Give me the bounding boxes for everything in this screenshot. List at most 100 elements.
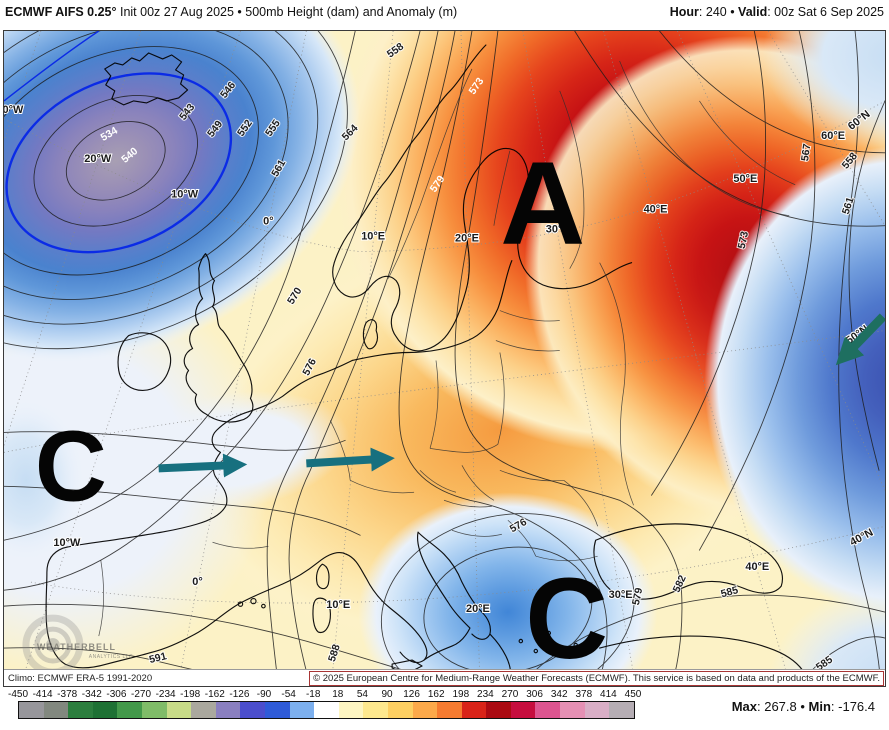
colorbar-tick: 198	[452, 689, 470, 700]
hour-label: Hour	[669, 5, 699, 19]
colorbar-tick: 90	[381, 689, 393, 700]
logo-text: WEATHERBELL	[37, 642, 116, 652]
colorbar-cell	[117, 702, 142, 718]
colorbar-tick: -414	[32, 689, 53, 700]
colorbar-tick: -378	[57, 689, 78, 700]
climo-note: Climo: ECMWF ERA-5 1991-2020	[8, 672, 153, 684]
colorbar-cell	[560, 702, 585, 718]
colorbar-tick: -90	[256, 689, 272, 700]
colorbar-cell	[584, 702, 610, 718]
colorbar-cell	[535, 702, 561, 718]
colorbar-area: -450 -414 -378 -342 -306 -270 -234 -198 -162 -126…	[0, 688, 889, 730]
pressure-center-c: C	[525, 555, 608, 683]
latlon-label-0°W: 0°W	[4, 104, 24, 116]
colorbar-tick: 126	[403, 689, 420, 700]
colorbar-cell	[215, 702, 241, 718]
map-canvas: WEATHERBELL ANALYTICS LLC 534 540 543 546 54…	[3, 30, 886, 687]
latlon-label-10°W: 10°W	[171, 189, 199, 201]
colorbar-cell	[19, 702, 44, 718]
colorbar-cell	[92, 702, 118, 718]
latlon-label-40°E: 40°E	[644, 204, 668, 216]
contour-label-591: 591	[148, 651, 168, 666]
title-detail: Init 00z 27 Aug 2025 • 500mb Height (dam…	[116, 5, 458, 19]
colorbar-tick: -54	[281, 689, 296, 700]
valid-value: : 00z Sat 6 Sep 2025	[767, 5, 884, 19]
colorbar-cell	[387, 702, 413, 718]
latlon-label-30°E: 30°E	[609, 589, 633, 601]
flow-arrows	[158, 313, 885, 478]
colorbar-tick: 162	[427, 689, 445, 700]
colorbar-cell	[437, 702, 462, 718]
latlon-label-50°E: 50°E	[733, 173, 757, 185]
colorbar-tick: -342	[81, 689, 102, 700]
header-bar: ECMWF AIFS 0.25° Init 00z 27 Aug 2025 • …	[0, 0, 889, 27]
max-min-readout: Max: 267.8 • Min: -176.4	[732, 699, 875, 714]
attribution-strip: Climo: ECMWF ERA-5 1991-2020 © 2025 Euro…	[4, 669, 885, 686]
pressure-center-a: A	[500, 137, 585, 269]
colorbar-cell	[68, 702, 93, 718]
flow-arrow-1	[158, 453, 248, 478]
latlon-label-0°: 0°	[192, 576, 202, 588]
flow-arrow-2	[306, 447, 395, 472]
colorbar-tick: -450	[7, 689, 28, 700]
colorbar-tick: 414	[600, 689, 617, 700]
latlon-label-20°E: 20°E	[455, 233, 479, 245]
flow-arrow-3	[835, 313, 885, 366]
colorbar-tick: 18	[332, 689, 344, 700]
latlon-label-30°E: 30°E	[546, 224, 570, 236]
colorbar-cell	[141, 702, 167, 718]
anomaly-shading	[4, 31, 885, 686]
colorbar-cell	[461, 702, 487, 718]
colorbar-cell	[314, 702, 339, 718]
colorbar-tick: 450	[624, 689, 642, 700]
colorbar-tick: 54	[356, 689, 368, 700]
anomaly-map: WEATHERBELL ANALYTICS LLC 53454054354654…	[4, 31, 885, 686]
colorbar-tick: -234	[155, 689, 176, 700]
max-value: : 267.8 •	[756, 699, 809, 714]
blue-contours	[4, 31, 233, 254]
latlon-label-0°: 0°	[263, 216, 273, 228]
min-label: Min	[808, 699, 831, 714]
valid-label: Valid	[738, 5, 768, 19]
colorbar-tick: 270	[501, 689, 519, 700]
valid-time: Hour: 240 • Valid: 00z Sat 6 Sep 2025	[670, 5, 884, 19]
colorbar-cell	[412, 702, 438, 718]
contour-label-579: 579	[631, 587, 645, 607]
contour-label-573: 573	[737, 230, 751, 250]
pressure-center-c: C	[35, 411, 107, 522]
colorbar-cell	[166, 702, 192, 718]
ecmwf-copyright: © 2025 European Centre for Medium-Range …	[309, 670, 884, 686]
colorbar-tick: 234	[477, 689, 494, 700]
colorbar-tick: 306	[526, 689, 543, 700]
hour-value: : 240 •	[698, 5, 739, 19]
colorbar-tick: -270	[130, 689, 151, 700]
min-value: : -176.4	[830, 699, 875, 714]
colorbar-tick: -306	[106, 689, 127, 700]
latlon-label-60°E: 60°E	[821, 130, 845, 142]
latlon-label-10°E: 10°E	[361, 231, 385, 243]
colorbar-tick: -198	[180, 689, 201, 700]
colorbar-tick: -162	[204, 689, 225, 700]
colorbar-cell	[486, 702, 511, 718]
colorbar-cell	[363, 702, 388, 718]
colorbar-cell	[264, 702, 290, 718]
latlon-label-20°W: 20°W	[84, 153, 112, 165]
colorbar-tick: 342	[550, 689, 568, 700]
latlon-label-20°E: 20°E	[466, 603, 490, 615]
country-borders	[98, 60, 796, 637]
pressure-letters: A C C	[35, 137, 608, 683]
graticule	[4, 31, 885, 686]
coastlines	[45, 44, 806, 686]
latlon-label-40°E: 40°E	[745, 561, 769, 573]
colorbar-tick: -18	[305, 689, 321, 700]
colorbar	[18, 701, 635, 719]
colorbar-tick: 378	[575, 689, 593, 700]
model-name: ECMWF AIFS 0.25°	[5, 5, 117, 19]
colorbar-cell	[338, 702, 364, 718]
colorbar-cell	[43, 702, 69, 718]
latlon-label-10°E: 10°E	[326, 599, 350, 611]
contour-label-567: 567	[800, 143, 813, 162]
colorbar-cell	[609, 702, 634, 718]
height-contours	[4, 31, 885, 686]
